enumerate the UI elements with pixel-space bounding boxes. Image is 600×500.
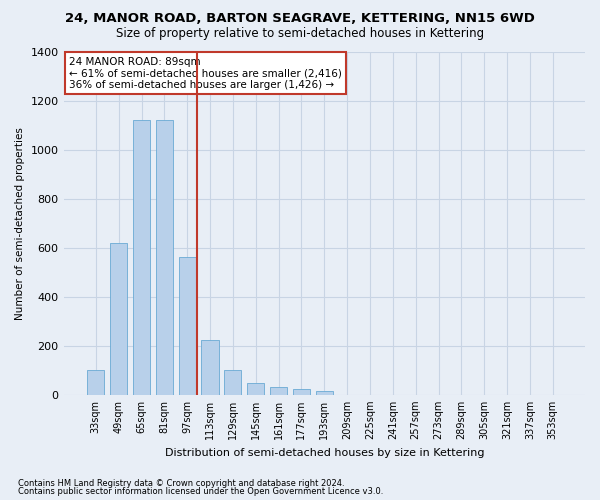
Bar (316, 391, 333, 395)
Bar (133, 120, 150, 395)
Text: Contains HM Land Registry data © Crown copyright and database right 2024.: Contains HM Land Registry data © Crown c… (18, 478, 344, 488)
Y-axis label: Number of semi-detached properties: Number of semi-detached properties (15, 126, 25, 320)
Bar (156, 120, 173, 395)
Bar (179, 258, 196, 395)
Text: Size of property relative to semi-detached houses in Kettering: Size of property relative to semi-detach… (116, 28, 484, 40)
X-axis label: Distribution of semi-detached houses by size in Kettering: Distribution of semi-detached houses by … (164, 448, 484, 458)
Bar (224, 370, 241, 395)
Bar (270, 388, 287, 395)
Bar (110, 243, 127, 395)
Text: Contains public sector information licensed under the Open Government Licence v3: Contains public sector information licen… (18, 487, 383, 496)
Text: 24 MANOR ROAD: 89sqm
← 61% of semi-detached houses are smaller (2,416)
36% of se: 24 MANOR ROAD: 89sqm ← 61% of semi-detac… (69, 56, 341, 90)
Bar (293, 388, 310, 395)
Bar (202, 340, 218, 395)
Bar (247, 382, 265, 395)
Bar (87, 370, 104, 395)
Text: 24, MANOR ROAD, BARTON SEAGRAVE, KETTERING, NN15 6WD: 24, MANOR ROAD, BARTON SEAGRAVE, KETTERI… (65, 12, 535, 26)
